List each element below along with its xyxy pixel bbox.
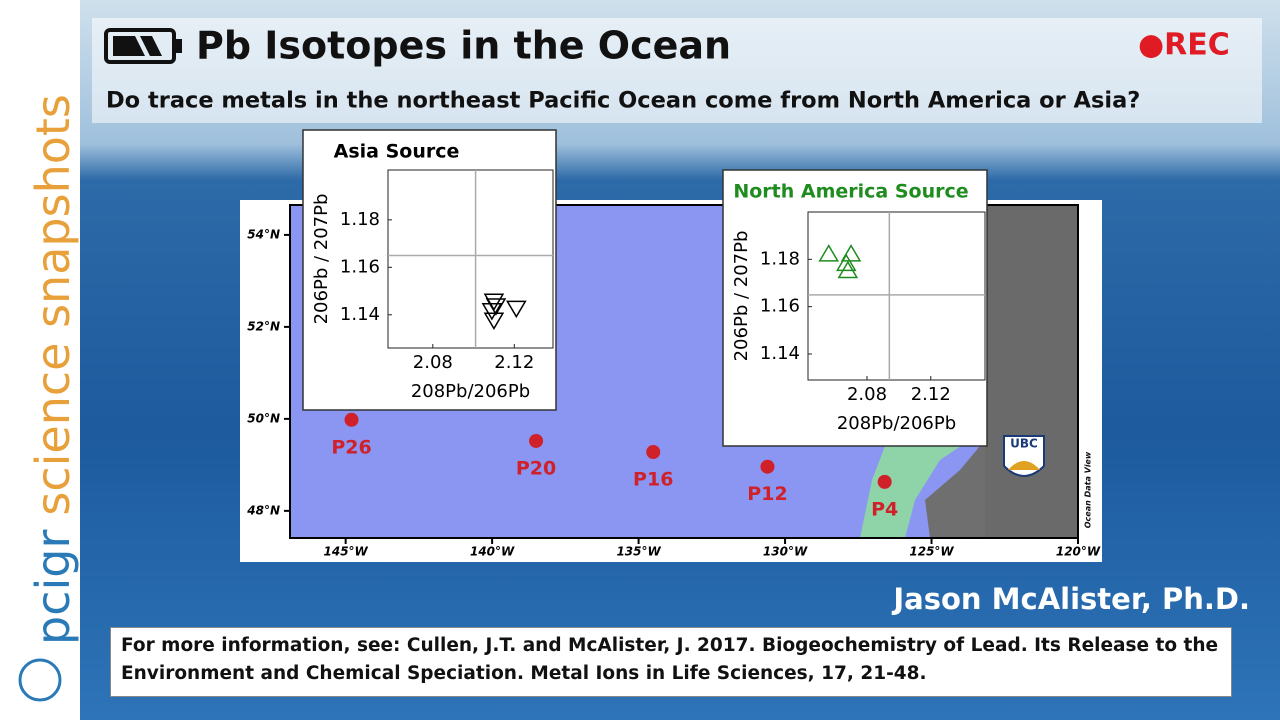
inset: 2.08 2.12 1.14 1.16 1.18 North America Source… bbox=[722, 169, 988, 447]
title-band bbox=[92, 18, 1262, 78]
y-tick-label: 1.16 bbox=[340, 256, 380, 277]
station-label: P26 bbox=[331, 436, 371, 458]
sidebar bbox=[0, 0, 80, 720]
x-tick-label: 140°W bbox=[470, 545, 515, 559]
station bbox=[529, 433, 544, 448]
station bbox=[877, 474, 892, 489]
data-point bbox=[483, 312, 505, 330]
logo-icon bbox=[18, 658, 62, 702]
station bbox=[344, 412, 359, 427]
x-tick-label: 2.12 bbox=[911, 384, 951, 405]
station-label: P16 bbox=[633, 468, 673, 490]
inset: 2.08 2.12 1.14 1.16 1.18 Asia Source 208Pb/206… bbox=[302, 129, 557, 411]
station bbox=[760, 459, 775, 474]
land-east bbox=[985, 205, 1078, 538]
tagline: science snapshots bbox=[26, 94, 80, 515]
x-tick-label: 120°W bbox=[1056, 545, 1101, 559]
x-tick-label: 135°W bbox=[616, 545, 661, 559]
x-tick-label: 145°W bbox=[324, 545, 369, 559]
credit: Ocean Data View bbox=[1084, 451, 1093, 528]
x-tick-label: 125°W bbox=[909, 545, 954, 559]
y-tick-label: 48°N bbox=[246, 503, 280, 517]
rec: ●REC bbox=[1138, 28, 1230, 63]
station bbox=[646, 444, 661, 459]
ubc-logo: UBC bbox=[1003, 435, 1045, 477]
y-tick-label: 1.18 bbox=[340, 209, 380, 230]
question: Do trace metals in the northeast Pacific… bbox=[106, 88, 1140, 114]
x-axis-label: 208Pb/206Pb bbox=[411, 381, 530, 402]
data-point bbox=[485, 298, 507, 316]
data-point bbox=[835, 253, 857, 272]
y-axis-label: 206Pb / 207Pb bbox=[311, 194, 332, 325]
battery-icon bbox=[104, 28, 182, 64]
inset-title: North America Source bbox=[733, 181, 968, 203]
inset-title: Asia Source bbox=[334, 141, 460, 163]
x-tick-label: 130°W bbox=[763, 545, 808, 559]
sidebar-text: pcigr science snapshots bbox=[26, 94, 80, 645]
citation: For more information, see: Cullen, J.T. … bbox=[110, 627, 1232, 697]
question-band bbox=[92, 78, 1262, 123]
y-axis-label: 206Pb / 207Pb bbox=[731, 231, 752, 362]
y-tick-label: 1.14 bbox=[760, 343, 800, 364]
data-point bbox=[506, 300, 527, 319]
data-point bbox=[481, 302, 503, 321]
data-point bbox=[837, 260, 859, 279]
map-border bbox=[289, 204, 1079, 539]
author: Jason McAlister, Ph.D. bbox=[891, 582, 1250, 616]
map-layer: 145°W 140°W 135°W 130°W 125°W 120°W 48°N 50°N 52… bbox=[246, 227, 1101, 558]
logo-text: UBC bbox=[1010, 437, 1038, 451]
y-tick-label: 1.16 bbox=[760, 296, 800, 317]
y-tick-label: 54°N bbox=[247, 227, 280, 241]
station-label: P12 bbox=[747, 483, 787, 505]
x-tick-label: 2.08 bbox=[413, 352, 453, 373]
x-tick-label: 2.08 bbox=[847, 384, 887, 405]
y-tick-label: 1.14 bbox=[340, 304, 380, 325]
station-label: P20 bbox=[516, 457, 556, 479]
station-label: P4 bbox=[871, 498, 898, 520]
plot-area bbox=[387, 169, 554, 349]
title: Pb Isotopes in the Ocean bbox=[196, 24, 731, 68]
y-tick-label: 1.18 bbox=[760, 248, 800, 269]
inset-box bbox=[722, 169, 988, 447]
x-axis-label: 208Pb/206Pb bbox=[837, 413, 956, 434]
data-point bbox=[840, 244, 862, 262]
brand: pcigr bbox=[26, 530, 80, 645]
data-point bbox=[818, 244, 840, 262]
inset-layer: 2.08 2.12 1.14 1.16 1.18 Asia Source 208Pb/206… bbox=[302, 129, 988, 447]
x-tick-label: 2.12 bbox=[494, 352, 534, 373]
y-tick-label: 50°N bbox=[247, 411, 280, 425]
inset-box bbox=[302, 129, 557, 411]
y-tick-label: 52°N bbox=[247, 319, 280, 333]
plot-area bbox=[807, 211, 986, 381]
